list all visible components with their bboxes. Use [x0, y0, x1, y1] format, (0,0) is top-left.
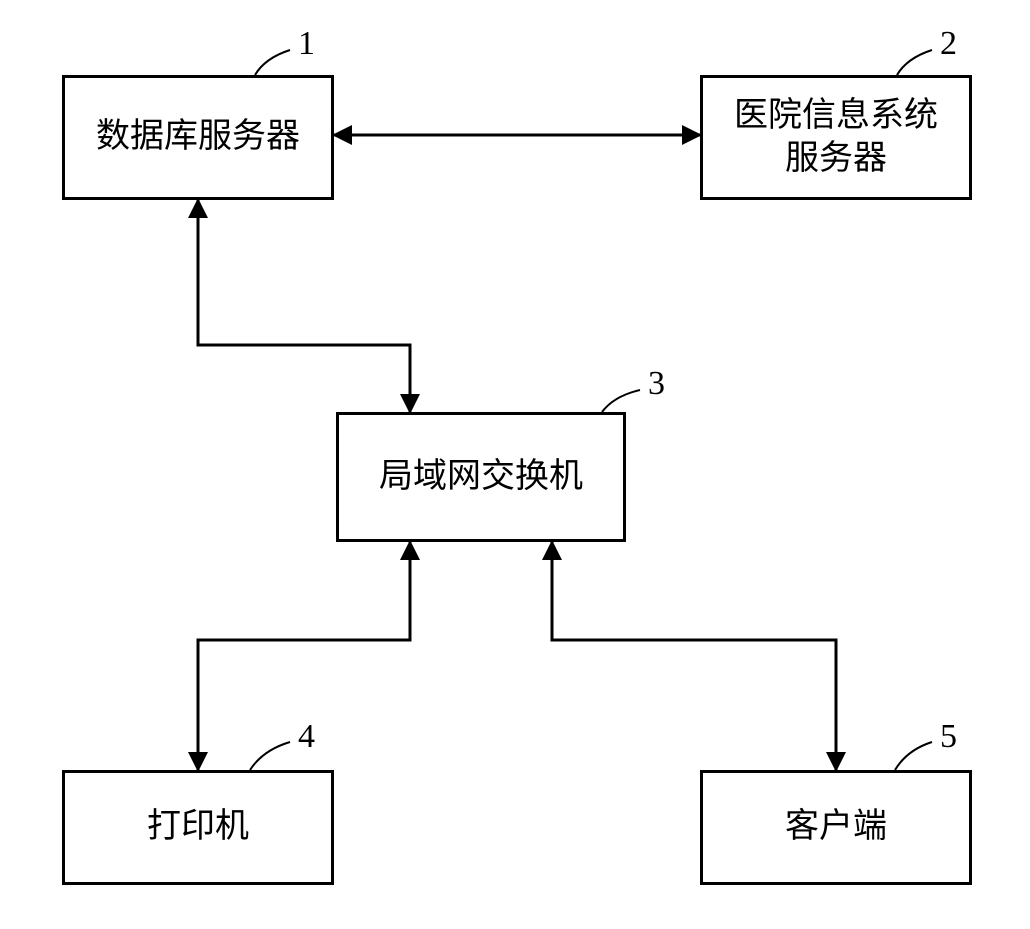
- ref-leaders: [0, 0, 1030, 929]
- diagram-canvas: 数据库服务器 医院信息系统 服务器 局域网交换机 打印机 客户端 1 2 3 4…: [0, 0, 1030, 929]
